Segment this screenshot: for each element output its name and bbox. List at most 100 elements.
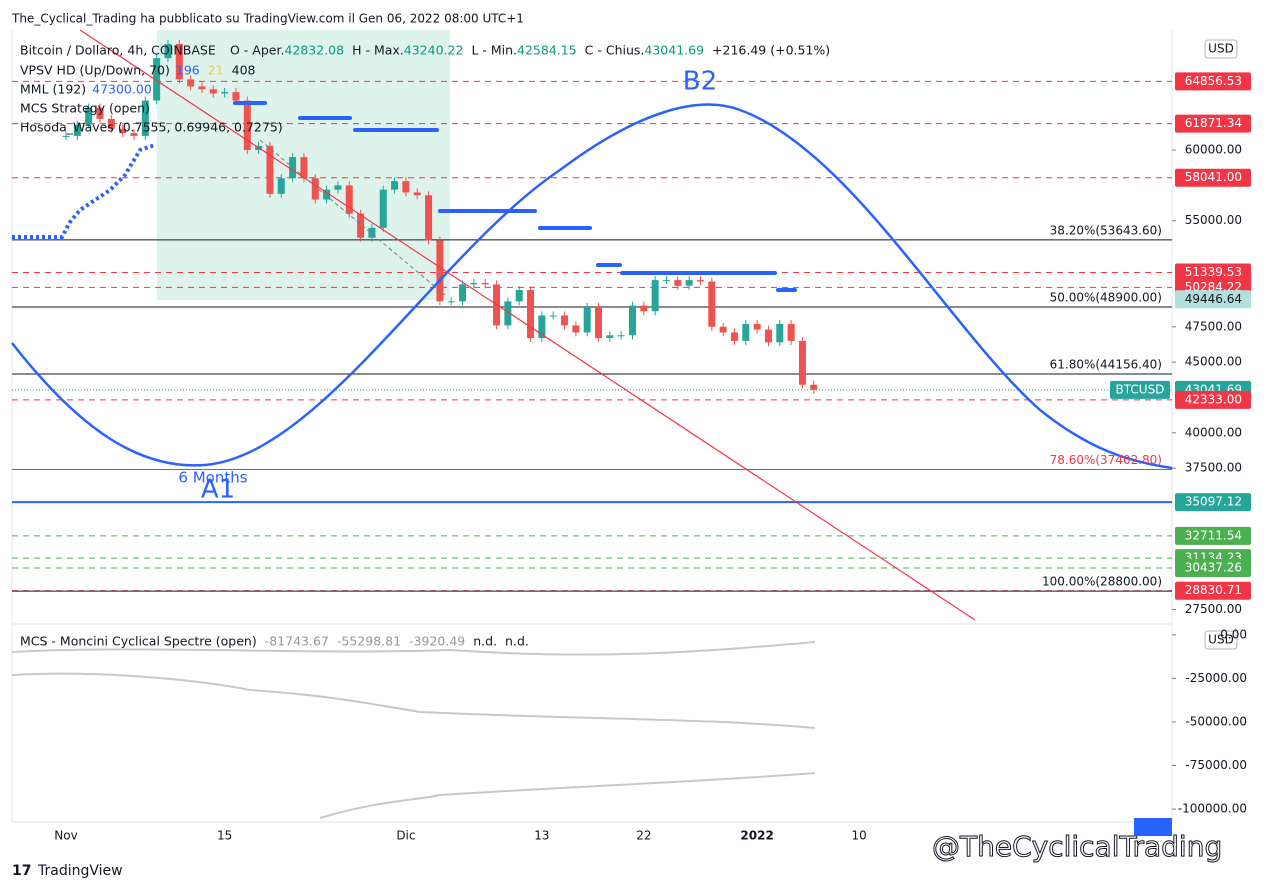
y-tick-label: -100000.00 <box>1178 802 1247 816</box>
candle <box>153 58 161 101</box>
candle <box>459 284 467 302</box>
price-tag-label: 49446.64 <box>1185 292 1242 306</box>
candle <box>379 189 387 228</box>
candle <box>606 335 614 339</box>
price-tag <box>1175 559 1251 578</box>
brand: TradingView <box>37 863 123 879</box>
price-tag-label: 58041.00 <box>1185 170 1242 184</box>
candle <box>470 282 478 285</box>
annotation: 6 Months <box>178 469 247 487</box>
indicator-value: 408 <box>232 63 256 78</box>
candle <box>719 326 727 333</box>
ohlc: C - Chius. <box>585 43 645 58</box>
x-tick-label: 13 <box>534 829 549 843</box>
x-tick-label: 2022 <box>740 829 773 843</box>
candle <box>198 86 206 90</box>
candle <box>209 89 217 94</box>
candle <box>629 305 636 336</box>
indicator-value: 47300.00 <box>92 82 152 97</box>
y-tick-label: 40000.00 <box>1185 425 1242 439</box>
symbol-tag <box>1110 380 1170 399</box>
price-tag-label: 64856.53 <box>1185 74 1242 88</box>
y-tick-label: 60000.00 <box>1185 143 1242 157</box>
currency-label: USD <box>1208 42 1234 56</box>
candle <box>708 281 716 327</box>
price-tag-label: 28830.71 <box>1185 583 1242 597</box>
candle <box>764 329 772 343</box>
candle <box>402 181 410 193</box>
y-tick-label: 0.00 <box>1220 627 1247 641</box>
ohlc: 43041.69 <box>644 43 704 58</box>
candle <box>85 107 93 125</box>
candle <box>561 315 569 326</box>
fib-label: 100.00%(28800.00) <box>1042 575 1162 589</box>
candle <box>130 133 138 136</box>
candle <box>187 79 195 87</box>
price-tag <box>1175 290 1251 309</box>
pane-value: -55298.81 <box>337 634 401 649</box>
x-tick-label: Nov <box>54 829 77 843</box>
candle <box>696 280 704 282</box>
currency-button[interactable] <box>1204 630 1238 650</box>
symbol-tag-label: BTCUSD <box>1116 382 1165 396</box>
ohlc: 42832.08 <box>284 43 344 58</box>
fib-label: 50.00%(48900.00) <box>1050 290 1162 304</box>
candle <box>776 323 784 343</box>
candle <box>538 315 546 339</box>
x-tick-label: 22 <box>636 829 651 843</box>
published: The_Cyclical_Trading ha pubblicato su Tr… <box>11 12 524 26</box>
candle <box>175 43 183 80</box>
price-tag <box>1175 72 1251 91</box>
candle <box>96 107 104 119</box>
price-tag <box>1175 168 1251 187</box>
candle <box>232 92 240 101</box>
candle <box>436 240 444 302</box>
candle <box>515 290 523 302</box>
y-tick-label: -25000.00 <box>1185 671 1247 685</box>
candle <box>753 323 761 330</box>
price-tag-label: 51339.53 <box>1185 265 1242 279</box>
ohlc: 43240.22 <box>404 43 464 58</box>
price-tag <box>1175 390 1251 409</box>
indicator-value: 196 <box>176 63 200 78</box>
dashed-trend <box>259 139 446 296</box>
logo: 17 <box>12 863 31 879</box>
price-tag-label: 30437.26 <box>1185 561 1242 575</box>
ohlc: 42584.15 <box>517 43 577 58</box>
price-tag-label: 35097.12 <box>1185 495 1242 509</box>
price-tag-label: 42333.00 <box>1185 392 1242 406</box>
candle <box>572 325 580 333</box>
candle <box>73 124 81 136</box>
candle <box>413 192 421 196</box>
ohlc: L - Min. <box>471 43 517 58</box>
candle <box>504 301 512 326</box>
candle <box>357 213 365 238</box>
candle <box>787 323 795 341</box>
candle <box>345 185 353 214</box>
trendline <box>79 29 976 621</box>
currency-button[interactable] <box>1204 39 1238 59</box>
corner-button[interactable] <box>1134 818 1172 836</box>
indicator: MCS Strategy (open) <box>20 101 150 116</box>
candle <box>266 145 274 194</box>
fib-label: 61.80%(44156.40) <box>1050 358 1162 372</box>
mml-line <box>233 101 797 292</box>
price-tag <box>1175 493 1251 512</box>
candle <box>549 315 557 317</box>
pane-value: n.d. <box>473 634 497 649</box>
fib-label: 38.20%(53643.60) <box>1050 223 1162 237</box>
ohlc: +216.49 (+0.51%) <box>712 43 830 58</box>
y-tick-label: 45000.00 <box>1185 355 1242 369</box>
candle <box>300 157 308 179</box>
candle <box>62 135 70 137</box>
ohlc: O - Aper. <box>230 43 284 58</box>
candle <box>141 100 149 136</box>
pane-title: MCS - Moncini Cyclical Spectre (open) <box>20 634 257 649</box>
candle <box>742 323 750 341</box>
candle <box>640 305 648 312</box>
price-tag <box>1175 581 1251 600</box>
indicator-value: 21 <box>208 63 224 78</box>
pane-value: n.d. <box>505 634 529 649</box>
candle <box>164 43 172 59</box>
mml-line <box>12 143 156 239</box>
